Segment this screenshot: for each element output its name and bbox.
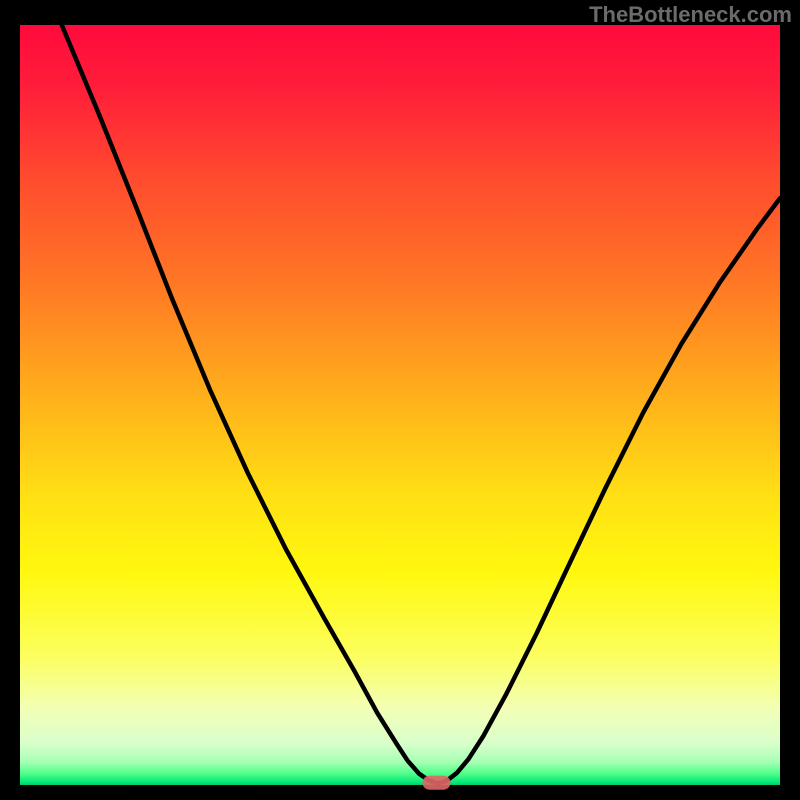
minimum-marker bbox=[422, 776, 450, 790]
watermark-text: TheBottleneck.com bbox=[589, 2, 792, 27]
plot-background bbox=[20, 25, 780, 785]
bottleneck-chart: TheBottleneck.com bbox=[0, 0, 800, 800]
